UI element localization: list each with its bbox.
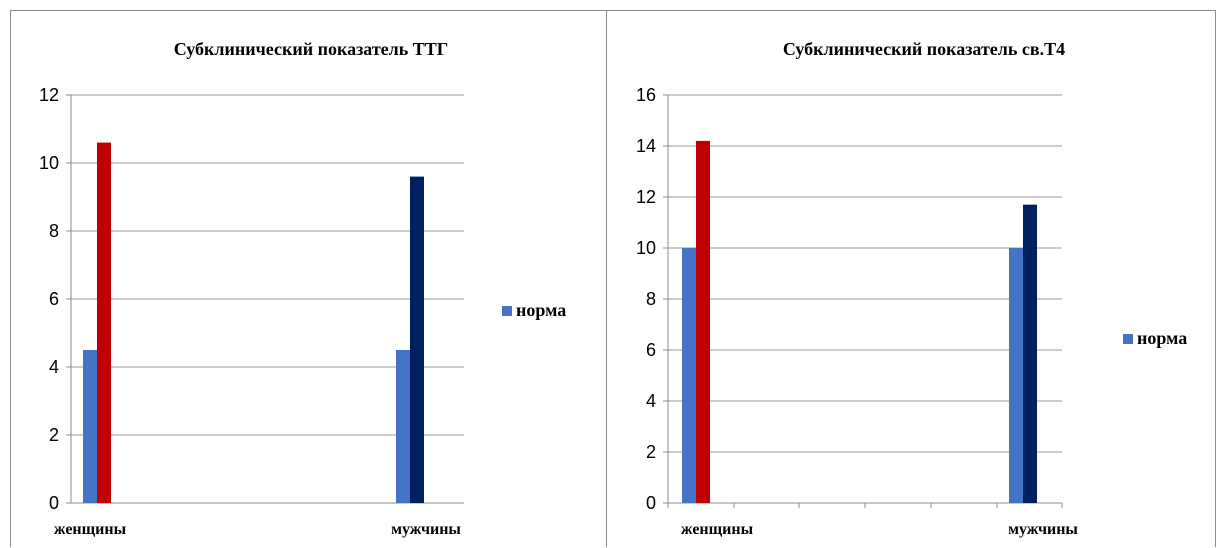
y-tick-label: 16	[636, 85, 656, 105]
y-tick-label: 10	[39, 153, 59, 173]
y-tick-label: 2	[49, 425, 59, 445]
y-tick-label: 6	[646, 340, 656, 360]
legend-swatch	[502, 306, 512, 316]
chart-panel-ttg: Субклинический показатель ТТГ 0 2 4 6 8 10 12 же…	[10, 10, 607, 547]
category-label: мужчины	[1008, 521, 1078, 538]
y-tick-label: 6	[49, 289, 59, 309]
y-tick-label: 12	[636, 187, 656, 207]
bar-norma	[682, 248, 696, 503]
chart-ttg: Субклинический показатель ТТГ 0 2 4 6 8 10 12 же…	[39, 39, 566, 538]
bar-series-1	[97, 142, 111, 503]
y-tick-label: 0	[49, 493, 59, 513]
chart-panel-t4: Субклинический показатель св.Т4 0 2 4 6 8 10 12…	[607, 10, 1216, 547]
chart-title: Субклинический показатель св.Т4	[783, 39, 1065, 59]
category-label: женщины	[54, 521, 127, 538]
bar-series-2	[410, 176, 424, 503]
bar-norma	[1009, 248, 1023, 503]
bar-norma	[396, 350, 410, 503]
legend-swatch	[1123, 334, 1133, 344]
bar-norma	[83, 350, 97, 503]
chart-t4: Субклинический показатель св.Т4 0 2 4 6 8 10 12…	[636, 39, 1187, 538]
y-tick-label: 0	[646, 493, 656, 513]
y-tick-label: 4	[646, 391, 656, 411]
legend-label: норма	[1137, 328, 1187, 348]
y-tick-label: 14	[636, 136, 656, 156]
y-tick-label: 8	[49, 221, 59, 241]
legend-label: норма	[516, 300, 566, 320]
y-tick-label: 10	[636, 238, 656, 258]
y-tick-label: 4	[49, 357, 59, 377]
chart-title: Субклинический показатель ТТГ	[174, 39, 449, 59]
y-tick-label: 8	[646, 289, 656, 309]
bar-series-1	[696, 140, 710, 503]
y-tick-label: 12	[39, 85, 59, 105]
category-label: мужчины	[391, 521, 461, 538]
y-tick-label: 2	[646, 442, 656, 462]
bar-series-2	[1023, 204, 1037, 503]
category-label: женщины	[681, 521, 754, 538]
